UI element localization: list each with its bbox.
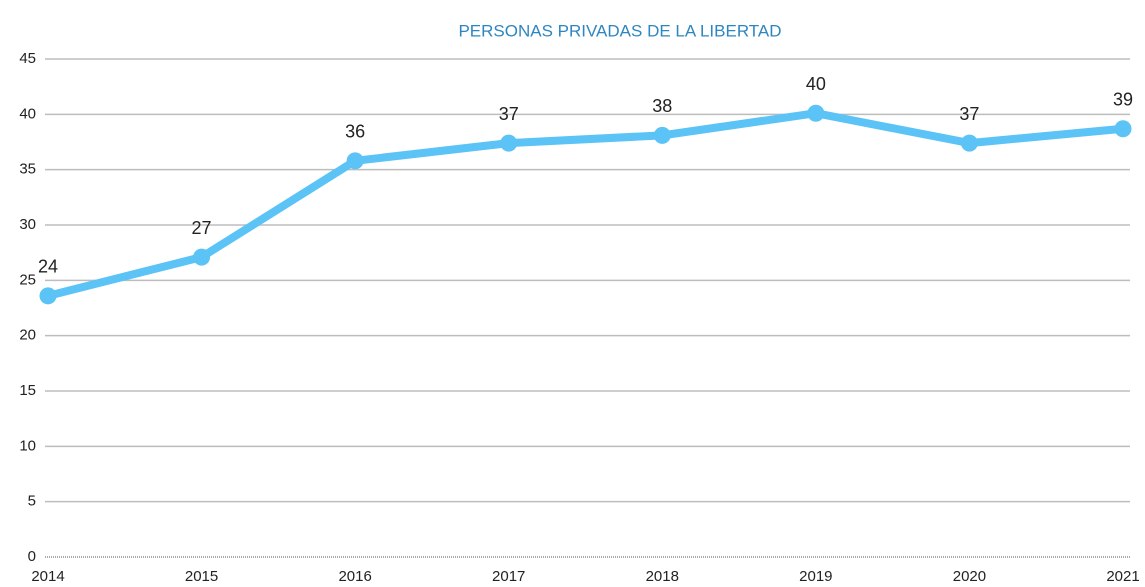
y-tick-label: 20 [19, 327, 36, 344]
x-tick-label: 2019 [799, 568, 832, 585]
x-tick-label: 2021 [1106, 568, 1139, 585]
data-label: 40 [806, 74, 826, 94]
y-tick-label: 35 [19, 161, 36, 178]
y-tick-label: 45 [19, 50, 36, 67]
data-label: 39 [1113, 89, 1133, 109]
x-tick-label: 2016 [338, 568, 371, 585]
data-point [500, 134, 518, 152]
data-label: 36 [345, 122, 365, 142]
data-point [653, 126, 671, 144]
data-point [39, 287, 57, 305]
data-label: 38 [652, 96, 672, 116]
data-label: 24 [38, 257, 58, 277]
y-tick-label: 25 [19, 271, 36, 288]
y-tick-label: 40 [19, 105, 36, 122]
data-point [807, 104, 825, 122]
x-tick-label: 2015 [185, 568, 218, 585]
x-tick-label: 2018 [646, 568, 679, 585]
y-tick-label: 0 [28, 548, 36, 565]
data-point [1114, 120, 1132, 138]
chart-title: PERSONAS PRIVADAS DE LA LIBERTAD [458, 21, 781, 40]
x-tick-label: 2017 [492, 568, 525, 585]
data-point [346, 152, 364, 170]
y-tick-label: 10 [19, 437, 36, 454]
y-tick-label: 5 [28, 493, 36, 510]
data-point [193, 248, 211, 266]
y-tick-label: 30 [19, 216, 36, 233]
data-label: 37 [959, 104, 979, 124]
x-tick-label: 2014 [31, 568, 64, 585]
data-point [960, 134, 978, 152]
y-tick-label: 15 [19, 382, 36, 399]
data-line [47, 109, 1124, 300]
data-label: 37 [499, 104, 519, 124]
x-tick-label: 2020 [953, 568, 986, 585]
data-label: 27 [192, 218, 212, 238]
